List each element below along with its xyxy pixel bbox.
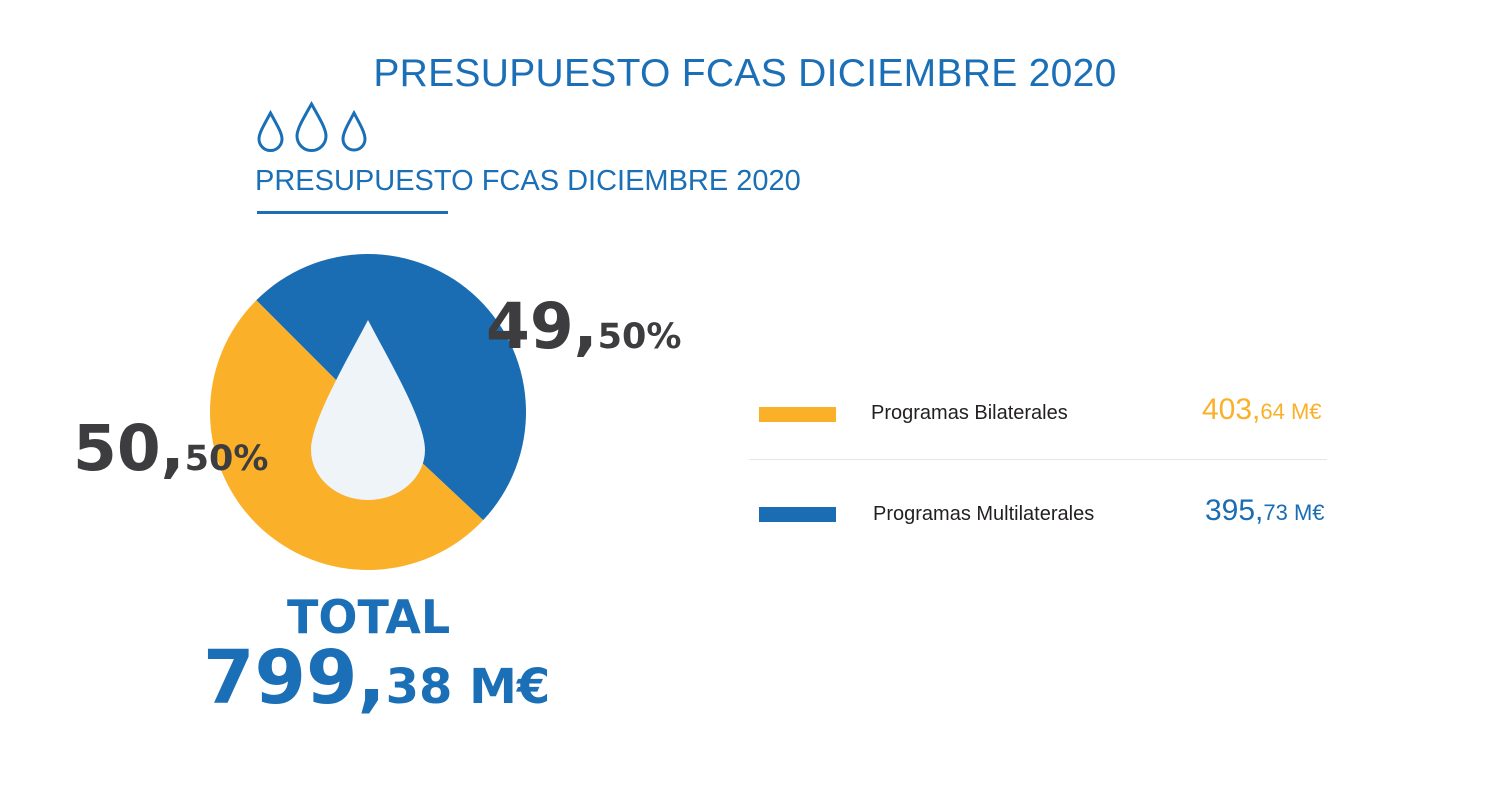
total-value: 799,38 M€ [203,635,550,721]
legend-value-bilaterales: 403,64 M€ [1202,393,1322,427]
percent-integer: 49, [486,290,598,363]
water-drops-icon [257,100,367,152]
page-title: PRESUPUESTO FCAS DICIEMBRE 2020 [373,52,1117,95]
percent-decimal: 50% [184,439,269,479]
pie-chart [209,254,526,571]
data-label-multilaterales: 49,50% [486,290,681,363]
legend-divider [749,459,1327,460]
drop-outline-icon [341,109,367,152]
legend-swatch-bilaterales [759,407,836,422]
water-drop-icon [311,320,425,500]
drop-outline-icon [295,100,328,152]
value-integer: 403, [1202,393,1261,426]
percent-integer: 50, [73,412,185,485]
legend-label-bilaterales: Programas Bilaterales [871,402,1068,424]
value-decimal: 64 M€ [1260,399,1322,424]
value-decimal: 73 M€ [1263,500,1325,525]
drop-outline-icon [257,109,284,152]
total-label: TOTAL [287,590,451,644]
total-decimal: 38 M€ [385,659,551,715]
legend-value-multilaterales: 395,73 M€ [1205,494,1325,528]
section-subtitle: PRESUPUESTO FCAS DICIEMBRE 2020 [255,165,801,197]
legend-label-multilaterales: Programas Multilaterales [873,503,1095,525]
legend-swatch-multilaterales [759,507,836,522]
data-label-bilaterales: 50,50% [73,412,268,485]
value-integer: 395, [1205,494,1264,527]
percent-decimal: 50% [597,317,682,357]
subtitle-underline [257,211,448,214]
total-integer: 799, [203,635,386,721]
